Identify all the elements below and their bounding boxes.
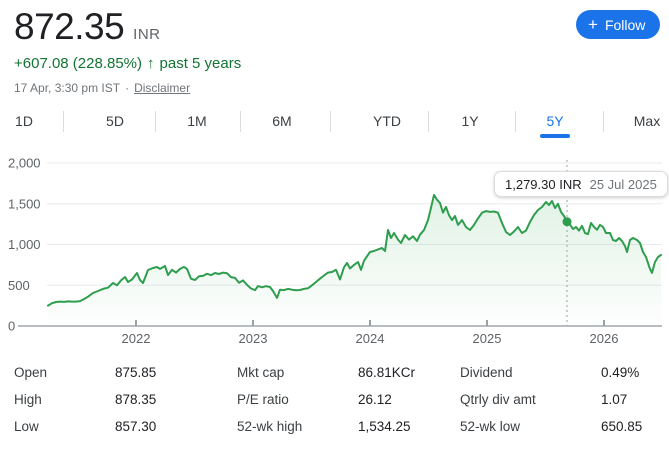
tab-ytd[interactable]: YTD: [373, 113, 401, 129]
quote-meta-row: 17 Apr, 3:30 pm IST · Disclaimer: [14, 81, 241, 95]
tab-separator: [155, 111, 156, 132]
price-area-fill: [48, 195, 661, 326]
tab-5d[interactable]: 5D: [106, 113, 124, 129]
x-axis-label: 2022: [122, 331, 151, 346]
selected-tab-indicator: [540, 134, 570, 138]
tab-1d[interactable]: 1D: [15, 113, 33, 129]
price-line: [47, 194, 662, 307]
x-axis-label: 2026: [590, 331, 619, 346]
y-axis-label: 1,000: [8, 237, 41, 252]
tooltip-price: 1,279.30 INR: [505, 176, 582, 192]
up-arrow-icon: ↑: [147, 55, 155, 72]
price-change-row: +607.08 (228.85%) ↑ past 5 years: [14, 55, 241, 72]
tab-max[interactable]: Max: [633, 113, 661, 129]
x-axis-label: 2025: [473, 331, 502, 346]
tab-separator: [240, 111, 241, 132]
y-axis-label: 500: [8, 278, 30, 293]
tab-6m[interactable]: 6M: [272, 113, 292, 129]
tab-separator: [603, 111, 604, 132]
follow-button-label: Follow: [604, 16, 646, 33]
tooltip-date: 25 Jul 2025: [589, 176, 657, 192]
tab-separator: [428, 111, 429, 132]
hover-point-dot: [562, 217, 572, 227]
x-axis-label: 2024: [356, 331, 385, 346]
chart-tooltip: 1,279.30 INR 25 Jul 2025: [494, 171, 668, 197]
tab-5y[interactable]: 5Y: [546, 113, 564, 129]
y-axis-label: 1,500: [8, 196, 41, 211]
price-row: 872.35 INR: [14, 6, 241, 48]
disclaimer-link[interactable]: Disclaimer: [134, 81, 191, 95]
price-change: +607.08 (228.85%): [14, 55, 143, 72]
tab-separator: [63, 111, 64, 132]
plus-icon: +: [588, 14, 598, 34]
tab-separator: [330, 111, 331, 132]
quote-datetime: 17 Apr, 3:30 pm IST: [14, 81, 121, 95]
stock-price: 872.35: [14, 6, 125, 47]
change-period: past 5 years: [159, 55, 242, 72]
follow-button[interactable]: + Follow: [576, 10, 661, 39]
meta-separator: ·: [125, 81, 130, 95]
time-range-tabbar: 1D 5D 1M 6M YTD 1Y 5Y Max: [0, 107, 669, 141]
stock-header: 872.35 INR +607.08 (228.85%) ↑ past 5 ye…: [14, 6, 241, 95]
tab-separator: [515, 111, 516, 132]
x-axis-label: 2023: [239, 331, 268, 346]
y-axis-label: 0: [8, 319, 15, 334]
y-axis-label: 2,000: [8, 156, 41, 171]
tab-1y[interactable]: 1Y: [461, 113, 479, 129]
currency-code: INR: [133, 26, 161, 43]
tab-1m[interactable]: 1M: [187, 113, 207, 129]
